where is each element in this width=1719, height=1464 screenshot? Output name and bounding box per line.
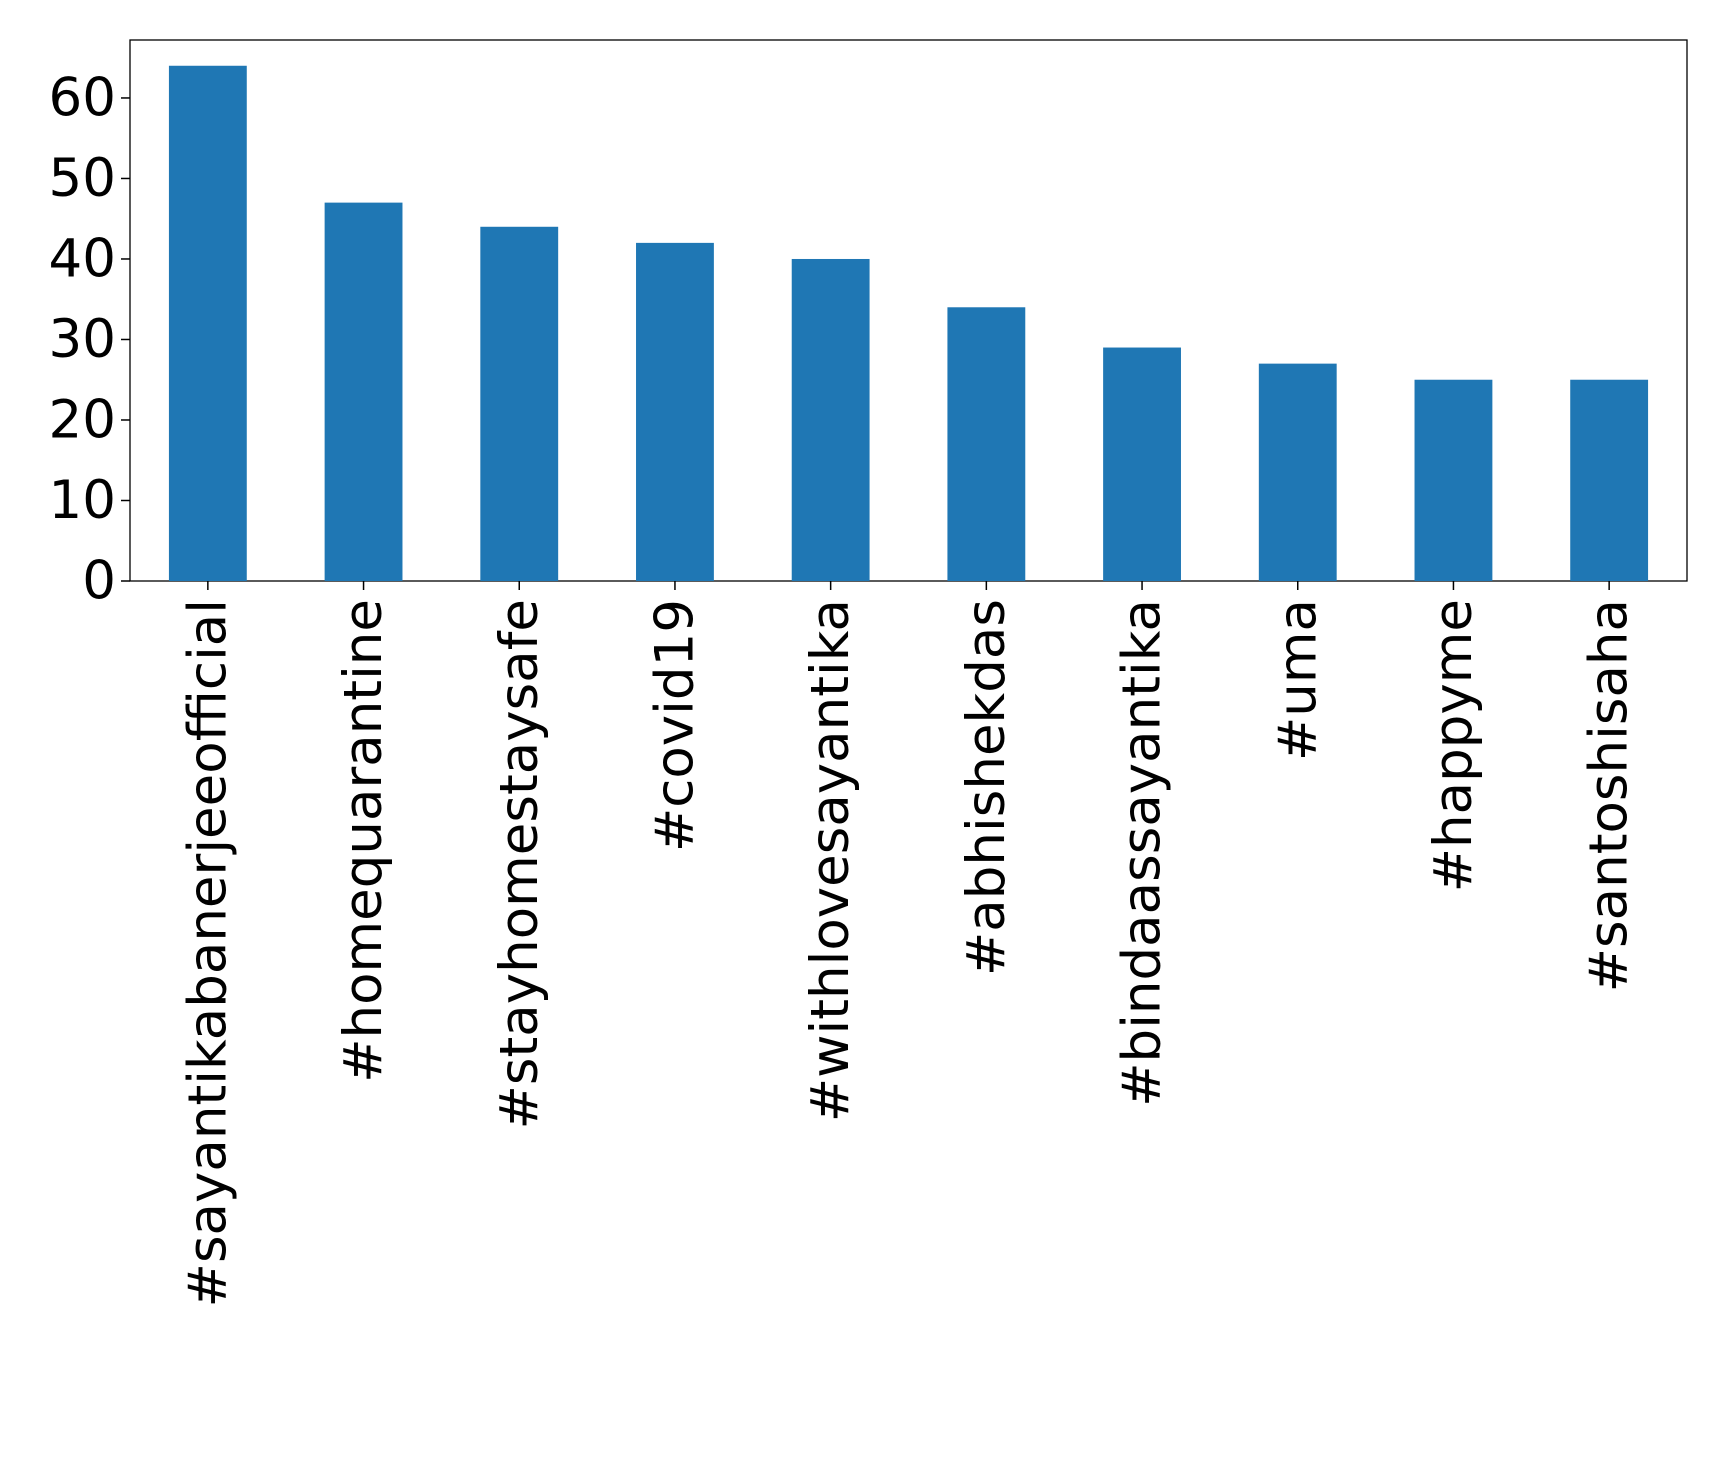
- bar: [1258, 363, 1337, 581]
- x-tick-label: #sayantikabanerjeeofficial: [177, 599, 238, 1307]
- bar: [480, 226, 559, 581]
- x-tick-label: #uma: [1267, 599, 1328, 761]
- y-tick-label: 10: [49, 470, 116, 531]
- x-tick-label: #stayhomestaysafe: [489, 599, 550, 1130]
- bar: [1103, 347, 1181, 581]
- x-tick-label: #withlovesayantika: [800, 599, 861, 1122]
- y-tick-label: 30: [49, 309, 116, 370]
- plot-frame: [129, 39, 1688, 582]
- y-tick-label: 20: [49, 389, 116, 450]
- y-tick-label: 50: [49, 148, 116, 209]
- bar: [791, 258, 870, 581]
- bar: [1414, 379, 1493, 581]
- x-tick-label: #santoshisaha: [1579, 599, 1640, 992]
- bar: [168, 65, 247, 581]
- y-tick-label: 0: [82, 551, 116, 612]
- x-tick-label: #covid19: [644, 599, 705, 852]
- bar: [947, 307, 1026, 581]
- x-tick-label: #homequarantine: [333, 599, 394, 1083]
- y-tick-label: 40: [49, 228, 116, 289]
- bar: [1570, 379, 1649, 581]
- bar: [324, 202, 403, 582]
- x-tick-label: #abhishekdas: [956, 599, 1017, 976]
- x-tick-label: #bindaassayantika: [1112, 599, 1173, 1107]
- x-tick-label: #happyme: [1423, 599, 1484, 892]
- bar: [636, 242, 714, 581]
- y-tick-label: 60: [49, 67, 116, 128]
